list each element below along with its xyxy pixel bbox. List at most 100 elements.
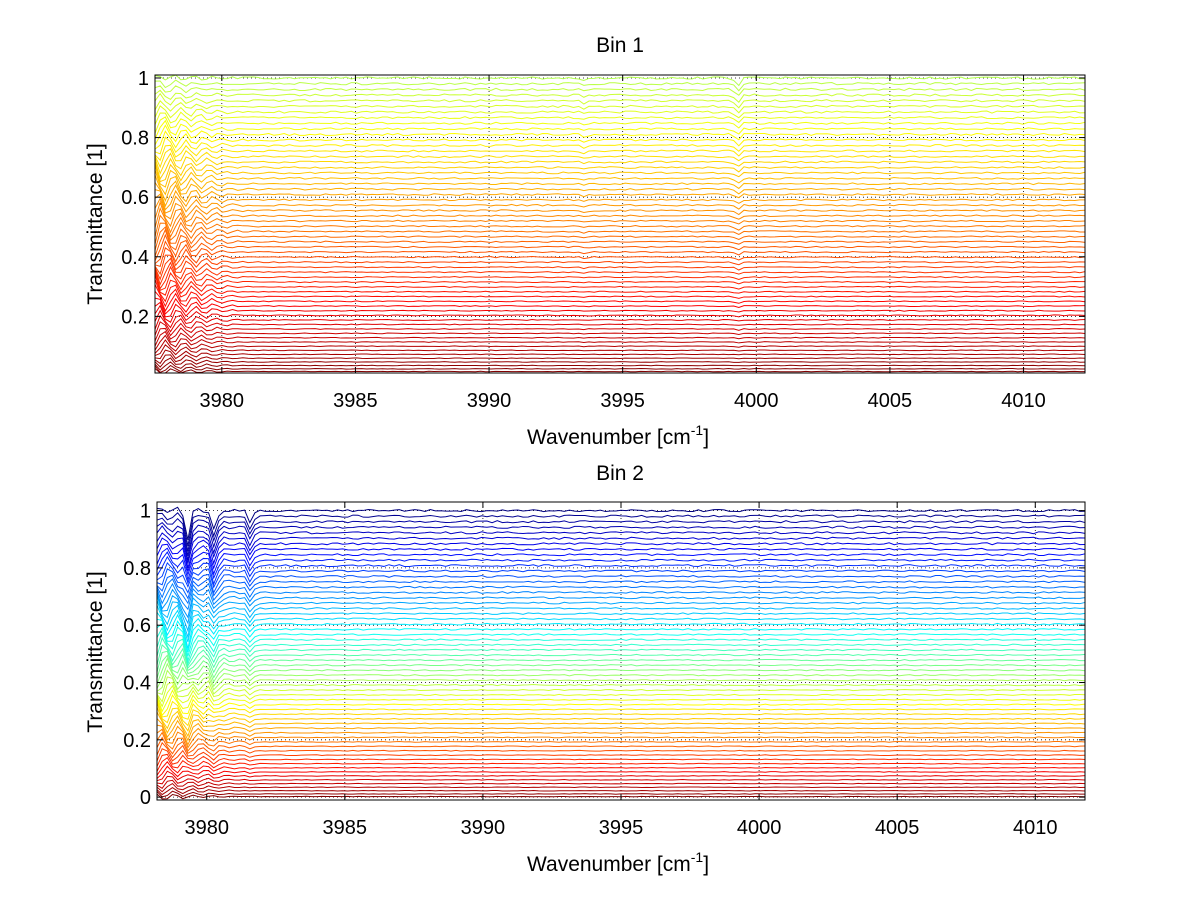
series-line bbox=[156, 724, 1086, 747]
series-line bbox=[154, 297, 1086, 315]
series-line bbox=[156, 644, 1086, 670]
series-line bbox=[154, 169, 1086, 196]
x-axis-label: Wavenumber [cm-1] bbox=[527, 849, 709, 876]
series-line bbox=[156, 521, 1086, 556]
series-line bbox=[154, 228, 1086, 257]
series-line bbox=[154, 157, 1086, 181]
series-line bbox=[156, 626, 1086, 663]
x-tick-label: 3985 bbox=[323, 817, 368, 839]
series-line bbox=[156, 582, 1086, 611]
plot-frame bbox=[154, 74, 1086, 374]
series-line bbox=[154, 193, 1086, 214]
chart-title: Bin 1 bbox=[596, 34, 644, 57]
data-series bbox=[156, 506, 1086, 800]
series-line bbox=[156, 684, 1086, 708]
series-line bbox=[154, 339, 1086, 354]
series-line bbox=[154, 309, 1086, 329]
series-line bbox=[154, 124, 1086, 146]
series-line bbox=[154, 327, 1086, 342]
series-line bbox=[154, 152, 1086, 175]
y-tick-label: 0.6 bbox=[121, 187, 149, 209]
series-line bbox=[156, 694, 1086, 717]
series-line bbox=[154, 314, 1086, 333]
series-line bbox=[154, 301, 1086, 318]
series-line bbox=[154, 144, 1086, 162]
x-tick-label: 4000 bbox=[734, 390, 779, 412]
series-line bbox=[154, 344, 1086, 357]
series-line bbox=[154, 74, 1086, 87]
series-line bbox=[154, 334, 1086, 351]
series-line bbox=[154, 221, 1086, 245]
series-line bbox=[156, 753, 1086, 767]
series-line bbox=[154, 247, 1086, 267]
data-series bbox=[154, 74, 1086, 374]
series-line bbox=[156, 547, 1086, 577]
series-line bbox=[154, 206, 1086, 234]
series-line bbox=[156, 630, 1086, 666]
series-line bbox=[156, 790, 1086, 798]
series-line bbox=[154, 349, 1086, 360]
y-tick-label: 0.6 bbox=[123, 615, 151, 637]
y-tick-label: 0.8 bbox=[121, 128, 149, 150]
series-line bbox=[156, 551, 1086, 582]
series-line bbox=[156, 636, 1086, 668]
series-line bbox=[156, 506, 1086, 541]
series-line bbox=[154, 257, 1086, 281]
series-line bbox=[156, 681, 1086, 703]
series-line bbox=[154, 119, 1086, 140]
x-tick-label: 4010 bbox=[1013, 817, 1058, 839]
series-line bbox=[156, 760, 1086, 776]
series-line bbox=[156, 736, 1086, 755]
series-line bbox=[156, 669, 1086, 692]
series-line bbox=[156, 650, 1086, 674]
series-line bbox=[154, 330, 1086, 347]
x-tick-label: 3990 bbox=[461, 817, 506, 839]
series-line bbox=[156, 622, 1086, 657]
series-line bbox=[156, 654, 1086, 679]
series-line bbox=[156, 775, 1086, 785]
series-line bbox=[154, 290, 1086, 313]
series-line bbox=[154, 279, 1086, 303]
y-tick-label: 1 bbox=[138, 68, 149, 90]
series-line bbox=[154, 304, 1086, 323]
series-line bbox=[156, 706, 1086, 732]
y-tick-label: 0.8 bbox=[123, 558, 151, 580]
x-tick-label: 3990 bbox=[467, 390, 512, 412]
x-tick-label: 4010 bbox=[1001, 390, 1046, 412]
series-line bbox=[156, 770, 1086, 782]
series-line bbox=[156, 537, 1086, 569]
series-line bbox=[156, 676, 1086, 695]
series-line bbox=[154, 197, 1086, 220]
series-line bbox=[156, 699, 1086, 720]
y-tick-label: 0.2 bbox=[121, 306, 149, 328]
series-line bbox=[154, 321, 1086, 337]
series-line bbox=[154, 189, 1085, 211]
series-line bbox=[154, 148, 1086, 169]
y-tick-label: 0 bbox=[140, 787, 151, 809]
series-line bbox=[154, 214, 1086, 238]
series-line bbox=[156, 731, 1086, 752]
series-line bbox=[156, 543, 1086, 572]
series-line bbox=[156, 765, 1086, 779]
axis-ticks: 3980 3985 3990 3995 4000 4005 4010 0 0.2 0.4 0.6 0.… bbox=[123, 501, 1085, 839]
series-line bbox=[156, 711, 1086, 738]
series-line bbox=[154, 240, 1086, 265]
axis-ticks: 3980 3985 3990 3995 4000 4005 4010 0.2 0.4 0.6 0.8… bbox=[121, 68, 1085, 412]
series-line bbox=[156, 618, 1085, 653]
series-line bbox=[156, 517, 1086, 552]
x-tick-label: 3985 bbox=[333, 390, 378, 412]
series-line bbox=[156, 532, 1086, 564]
series-line bbox=[156, 512, 1086, 547]
series-line bbox=[154, 364, 1086, 373]
series-line bbox=[154, 116, 1086, 134]
series-line bbox=[154, 361, 1086, 371]
series-line bbox=[156, 568, 1086, 595]
y-tick-label: 0.2 bbox=[123, 730, 151, 752]
series-line bbox=[154, 111, 1086, 125]
series-line bbox=[154, 182, 1086, 208]
x-tick-label: 3995 bbox=[599, 817, 644, 839]
y-axis-label: Transmittance [1] bbox=[84, 571, 107, 732]
series-line bbox=[156, 578, 1086, 605]
y-tick-label: 0.4 bbox=[121, 247, 149, 269]
series-line bbox=[154, 261, 1086, 286]
